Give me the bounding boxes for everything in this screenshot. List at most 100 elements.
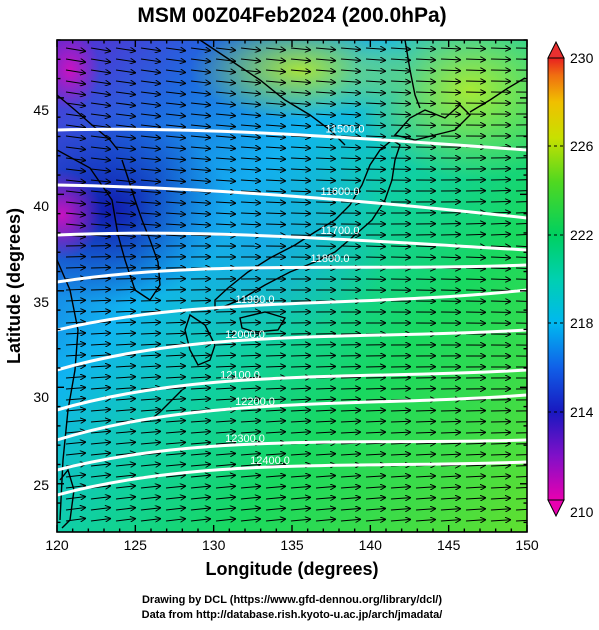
- wind-arrow: [266, 344, 286, 345]
- wind-arrow: [516, 179, 536, 180]
- wind-arrow: [266, 355, 286, 356]
- contour-label: 11500.0: [326, 123, 365, 135]
- wind-arrow: [366, 158, 386, 159]
- wind-arrow: [516, 190, 536, 191]
- x-tick-label: 145: [437, 537, 461, 553]
- wind-arrow: [516, 443, 536, 444]
- wind-arrow: [491, 201, 511, 202]
- wind-arrow: [491, 432, 511, 433]
- wind-arrow: [291, 224, 311, 225]
- wind-arrow: [416, 257, 436, 258]
- wind-arrow: [216, 322, 236, 323]
- wind-arrow: [141, 300, 161, 301]
- wind-arrow: [141, 289, 161, 290]
- wind-arrow: [516, 301, 536, 302]
- wind-arrow: [441, 103, 461, 104]
- wind-arrow: [191, 333, 211, 334]
- plot-area: 11500.0 11600.0 11700.0 11800.0 11900.0 12000…: [0, 0, 590, 532]
- wind-arrow: [266, 224, 286, 225]
- wind-arrow: [416, 125, 436, 126]
- wind-arrow: [466, 268, 486, 269]
- wind-arrow: [366, 388, 386, 389]
- x-tick-label: 140: [359, 537, 383, 553]
- wind-arrow: [491, 301, 511, 302]
- contour-label: 11700.0: [321, 225, 360, 237]
- wind-arrow: [116, 300, 136, 301]
- colorbar-max-triangle: [548, 42, 564, 58]
- contour-label: 11800.0: [311, 253, 350, 265]
- wind-arrow: [291, 355, 311, 356]
- wind-arrow: [466, 290, 486, 291]
- warm-region-2: [190, 20, 410, 120]
- wind-arrow: [441, 279, 461, 280]
- x-tick-label: 130: [202, 537, 226, 553]
- wind-arrow: [441, 257, 461, 258]
- wind-arrow: [116, 278, 136, 279]
- colorbar-label: 214: [570, 404, 594, 420]
- colorbar: 230 226 222 218 214 210: [548, 42, 594, 520]
- wind-arrow: [341, 366, 361, 367]
- wind-arrow: [316, 180, 336, 181]
- wind-arrow: [416, 421, 436, 422]
- wind-arrow: [441, 234, 461, 235]
- wind-arrow: [341, 169, 361, 170]
- y-tick-label: 45: [33, 102, 49, 118]
- wind-arrow: [291, 202, 311, 203]
- wind-arrow: [466, 70, 486, 71]
- y-tick-label: 35: [33, 294, 49, 310]
- wind-arrow: [466, 279, 486, 280]
- contour-label: 12100.0: [220, 369, 260, 381]
- y-axis-label: Latitude (degrees): [4, 208, 24, 364]
- colorbar-label: 218: [570, 315, 594, 331]
- wind-arrow: [466, 81, 486, 82]
- wind-arrow: [491, 48, 511, 49]
- wind-arrow: [66, 267, 86, 268]
- contour-label: 12200.0: [235, 396, 275, 408]
- wind-arrow: [366, 246, 386, 247]
- colorbar-scale: [548, 58, 564, 500]
- colorbar-label: 222: [570, 227, 594, 243]
- wind-arrow: [366, 377, 386, 378]
- wind-arrow: [291, 366, 311, 367]
- wind-arrow: [341, 180, 361, 181]
- wind-arrow: [116, 289, 136, 290]
- contour-label: 11900.0: [236, 294, 275, 306]
- wind-arrow: [366, 399, 386, 400]
- colorbar-label: 226: [570, 138, 594, 154]
- wind-arrow: [491, 212, 511, 213]
- wind-arrow: [166, 322, 186, 323]
- wind-arrow: [341, 388, 361, 389]
- contour-label: 11600.0: [321, 186, 360, 198]
- wind-arrow: [491, 443, 511, 444]
- wind-arrow: [316, 366, 336, 367]
- x-tick-label: 125: [124, 537, 148, 553]
- x-tick-label: 120: [45, 537, 69, 553]
- wind-arrow: [241, 344, 261, 345]
- colorbar-min-triangle: [548, 500, 564, 516]
- wind-arrow: [416, 410, 436, 411]
- wind-arrow: [441, 421, 461, 422]
- credit-line-1: Drawing by DCL (https://www.gfd-dennou.o…: [142, 594, 442, 606]
- wind-arrow: [166, 300, 186, 301]
- wind-arrow: [291, 213, 311, 214]
- x-tick-label: 135: [280, 537, 304, 553]
- contour-label: 12400.0: [250, 455, 290, 467]
- wind-arrow: [441, 410, 461, 411]
- wind-arrow: [466, 223, 486, 224]
- y-tick-labels: 25 30 35 40 45: [33, 102, 49, 493]
- x-axis-label: Longitude (degrees): [205, 559, 378, 579]
- wind-arrow: [391, 125, 411, 126]
- wind-arrow: [466, 421, 486, 422]
- coldest-spot: [22, 170, 102, 260]
- wind-arrow: [191, 311, 211, 312]
- wind-arrow: [516, 48, 536, 49]
- wind-arrow: [391, 410, 411, 411]
- chart-title: MSM 00Z04Feb2024 (200.0hPa): [137, 4, 446, 27]
- wind-arrow: [316, 202, 336, 203]
- wind-arrow: [391, 257, 411, 258]
- contour-label: 12000.0: [225, 329, 265, 341]
- wind-arrow: [516, 312, 536, 313]
- colorbar-label: 230: [570, 50, 594, 66]
- wind-arrow: [441, 92, 461, 93]
